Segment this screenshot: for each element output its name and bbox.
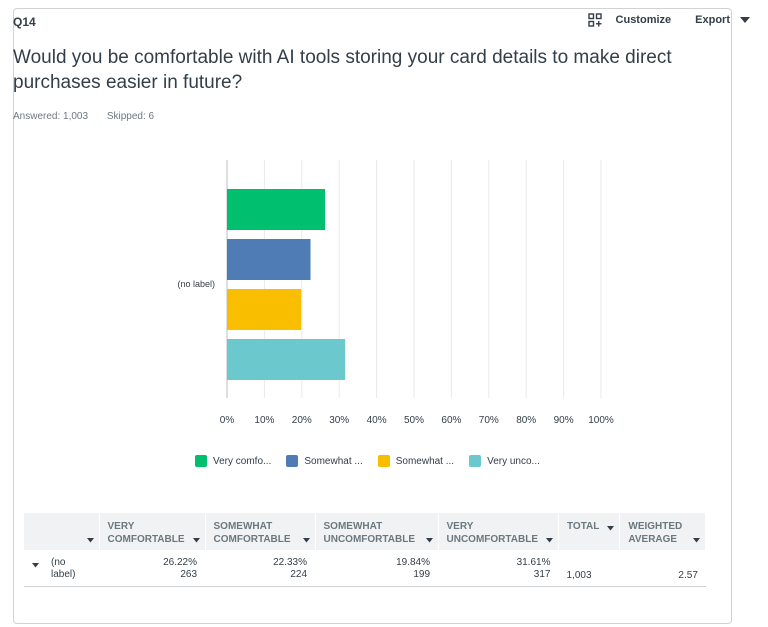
column-header[interactable]: SOMEWHAT UNCOMFORTABLE: [315, 513, 439, 550]
column-header[interactable]: VERY COMFORTABLE: [99, 513, 206, 550]
category-label: (no label): [177, 279, 215, 289]
bar: [227, 239, 311, 280]
total-cell: 1,003: [558, 550, 620, 587]
export-label: Export: [695, 14, 730, 26]
legend-swatch: [195, 455, 207, 467]
customize-label: Customize: [615, 14, 672, 26]
weighted-average-cell: 2.57: [619, 550, 706, 587]
legend-item[interactable]: Very comfo...: [195, 455, 271, 467]
caret-down-icon: [302, 534, 310, 547]
column-header[interactable]: SOMEWHAT COMFORTABLE: [205, 513, 316, 550]
export-button[interactable]: Export: [695, 14, 750, 26]
legend-label: Very comfo...: [213, 455, 272, 467]
x-tick-label: 50%: [404, 415, 424, 426]
toolbar: Customize Export: [587, 13, 750, 27]
x-tick-label: 60%: [441, 415, 461, 426]
bar: [227, 189, 326, 230]
legend-item[interactable]: Somewhat ...: [286, 455, 363, 467]
caret-down-icon: [425, 534, 433, 547]
caret-down-icon: [545, 534, 553, 547]
legend-label: Somewhat ...: [395, 455, 455, 467]
x-tick-label: 70%: [479, 415, 499, 426]
row-label-cell[interactable]: (no label): [24, 550, 99, 587]
bar: [227, 339, 346, 380]
caret-down-icon: [607, 522, 615, 535]
x-tick-label: 100%: [588, 415, 614, 426]
x-tick-label: 0%: [220, 415, 235, 426]
table-cell: 26.22% 263: [99, 550, 206, 587]
column-header[interactable]: VERY UNCOMFORTABLE: [438, 513, 559, 550]
x-tick-label: 80%: [516, 415, 536, 426]
results-table: VERY COMFORTABLE SOMEWHAT COMFORTABLE SO…: [24, 513, 707, 587]
question-title: Would you be comfortable with AI tools s…: [13, 47, 672, 93]
answered-count: Answered: 1,003: [13, 111, 89, 122]
table-cell: 31.61% 317: [438, 550, 559, 587]
label-column-header[interactable]: [24, 513, 100, 550]
table-cell: 22.33% 224: [205, 550, 316, 587]
table-row: (no label) 26.22% 263 22.33% 224 19.84% 199…: [24, 550, 706, 587]
caret-down-icon: [32, 560, 39, 581]
question-number: Q14: [13, 15, 36, 29]
chart-legend: Very comfo... Somewhat ... Somewhat ... Ver…: [195, 455, 540, 467]
table-cell: 19.84% 199: [315, 550, 439, 587]
x-tick-label: 40%: [367, 415, 387, 426]
legend-swatch: [286, 455, 299, 467]
row-label: (no label): [51, 557, 76, 580]
grid-plus-icon: [587, 13, 602, 27]
legend-label: Very unco...: [487, 455, 540, 467]
legend-swatch: [469, 455, 482, 467]
x-tick-label: 30%: [329, 415, 349, 426]
caret-down-icon: [86, 534, 94, 547]
caret-down-icon: [740, 16, 750, 24]
x-tick-label: 10%: [254, 415, 274, 426]
skipped-count: Skipped: 6: [106, 111, 155, 122]
caret-down-icon: [192, 534, 200, 547]
table-header-row: VERY COMFORTABLE SOMEWHAT COMFORTABLE SO…: [24, 513, 707, 550]
column-header[interactable]: TOTAL: [558, 513, 621, 550]
bar: [227, 289, 302, 330]
column-header[interactable]: WEIGHTED AVERAGE: [619, 513, 707, 550]
x-tick-label: 90%: [554, 415, 574, 426]
customize-button[interactable]: Customize: [587, 13, 672, 27]
caret-down-icon: [693, 534, 701, 547]
legend-label: Somewhat ...: [304, 455, 363, 467]
legend-swatch: [377, 455, 390, 467]
legend-item[interactable]: Somewhat ...: [377, 455, 455, 467]
response-stats: Answered: 1,003 Skipped: 6: [13, 111, 154, 122]
x-tick-label: 20%: [292, 415, 312, 426]
legend-item[interactable]: Very unco...: [469, 455, 540, 467]
